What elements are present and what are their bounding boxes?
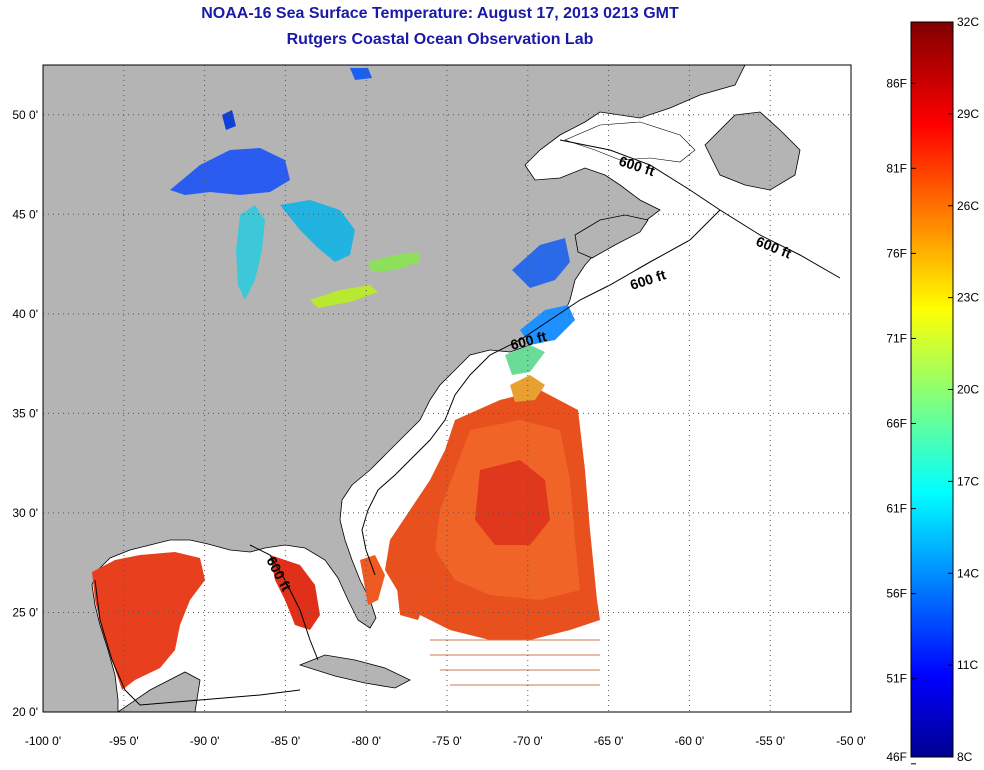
gulf-warm-water — [92, 552, 430, 690]
colorbar-celsius-label: 26C — [957, 199, 979, 213]
latitude-tick-label: 25 0' — [12, 605, 38, 619]
longitude-tick-label: -80 0' — [351, 734, 381, 748]
latitude-tick-label: 40 0' — [12, 307, 38, 321]
longitude-tick-label: -60 0' — [675, 734, 705, 748]
land-newfoundland — [704, 111, 801, 191]
colorbar-fahrenheit-label: 61F — [886, 502, 907, 516]
latitude-axis: 20 0' 25 0' 30 0' 35 0' 40 0' 45 0' 50 0' — [12, 108, 38, 719]
longitude-tick-label: -70 0' — [513, 734, 543, 748]
longitude-tick-label: -95 0' — [109, 734, 139, 748]
colorbar-fahrenheit-label: 71F — [886, 331, 907, 345]
latitude-tick-label: 45 0' — [12, 207, 38, 221]
colorbar-celsius-label: 11C — [957, 658, 978, 672]
longitude-axis: -100 0' -95 0' -90 0' -85 0' -80 0' -75 0' -70… — [25, 734, 866, 748]
colorbar-celsius-label: 17C — [957, 474, 979, 488]
colorbar-fahrenheit-label: 51F — [886, 672, 907, 686]
map-border — [42, 64, 852, 713]
colorbar-fahrenheit-label: 81F — [886, 161, 907, 175]
colorbar-fahrenheit-label: 46F — [886, 750, 907, 764]
longitude-tick-label: -75 0' — [432, 734, 462, 748]
longitude-tick-label: -100 0' — [25, 734, 61, 748]
longitude-tick-label: -85 0' — [271, 734, 301, 748]
colorbar-celsius-label: 14C — [957, 566, 979, 580]
colorbar-ticks: 32C 29C 26C 23C 20C 17C 14C 11C 8C 86F 81F 76F 71F 66… — [886, 15, 979, 765]
land-nova-scotia — [574, 214, 649, 259]
cold-coastal-water — [505, 238, 575, 375]
warm-water-swath — [385, 375, 600, 705]
colorbar-fahrenheit-label: 66F — [886, 417, 907, 431]
colorbar — [910, 21, 954, 758]
colorbar-fahrenheit-label: 86F — [886, 76, 907, 90]
longitude-tick-label: -55 0' — [755, 734, 785, 748]
latitude-tick-label: 50 0' — [12, 108, 38, 122]
latitude-tick-label: 20 0' — [12, 705, 38, 719]
longitude-tick-label: -65 0' — [594, 734, 624, 748]
colorbar-celsius-label: 8C — [957, 750, 973, 764]
land-north-america — [43, 65, 746, 712]
map-subtitle: Rutgers Coastal Ocean Observation Lab — [286, 31, 594, 48]
colorbar-celsius-label: 29C — [957, 107, 979, 121]
colorbar-fahrenheit-label: 56F — [886, 587, 907, 601]
longitude-tick-label: -90 0' — [190, 734, 220, 748]
land-cuba — [298, 654, 411, 689]
great-lakes — [170, 68, 420, 308]
colorbar-celsius-label: 20C — [957, 383, 979, 397]
colorbar-fahrenheit-label: 76F — [886, 246, 907, 260]
latitude-tick-label: 30 0' — [12, 506, 38, 520]
map-title: NOAA-16 Sea Surface Temperature: August … — [201, 5, 679, 22]
colorbar-celsius-label: 32C — [957, 15, 979, 29]
depth-contour-600ft — [94, 139, 841, 706]
longitude-tick-label: -50 0' — [836, 734, 866, 748]
latitude-tick-label: 35 0' — [12, 406, 38, 420]
colorbar-celsius-label: 23C — [957, 291, 979, 305]
